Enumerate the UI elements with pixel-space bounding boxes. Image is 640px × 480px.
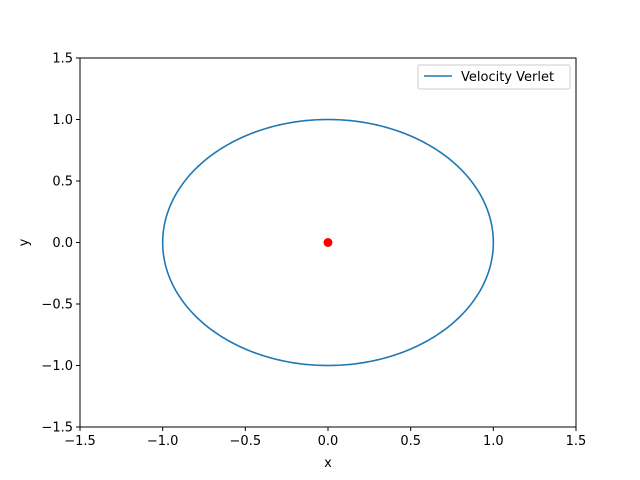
x-axis-ticks: −1.5 −1.0 −0.5 0.0 0.5 1.0 1.5	[64, 427, 586, 449]
x-tick-label: −0.5	[230, 434, 262, 449]
data-point-0	[323, 238, 333, 247]
y-tick-label: 1.5	[52, 52, 73, 67]
series-line-0	[161, 118, 495, 367]
y-tick-label: 0.5	[52, 175, 73, 190]
y-tick-label: −1.0	[41, 359, 73, 374]
y-tick-label: 0.0	[52, 236, 73, 251]
x-tick-label: −1.0	[147, 434, 179, 449]
y-tick-label: 1.0	[52, 113, 73, 128]
x-axis-label: x	[324, 456, 332, 471]
x-tick-label: 0.5	[400, 434, 421, 449]
y-axis-ticks: −1.5 −1.0 −0.5 0.0 0.5 1.0 1.5	[41, 52, 80, 436]
series-layer	[161, 118, 495, 367]
plot-area	[79, 57, 577, 428]
y-tick-label: −0.5	[41, 298, 73, 313]
y-tick-label: −1.5	[41, 421, 73, 436]
legend-label-velocity-verlet: Velocity Verlet	[461, 70, 554, 85]
legend: Velocity Verlet	[417, 64, 571, 90]
x-tick-label: 1.0	[483, 434, 504, 449]
x-tick-label: −1.5	[64, 434, 96, 449]
legend-box	[417, 64, 571, 90]
points-layer	[323, 238, 333, 247]
y-axis-label: y	[17, 238, 32, 246]
x-tick-label: 0.0	[318, 434, 339, 449]
x-tick-label: 1.5	[566, 434, 587, 449]
